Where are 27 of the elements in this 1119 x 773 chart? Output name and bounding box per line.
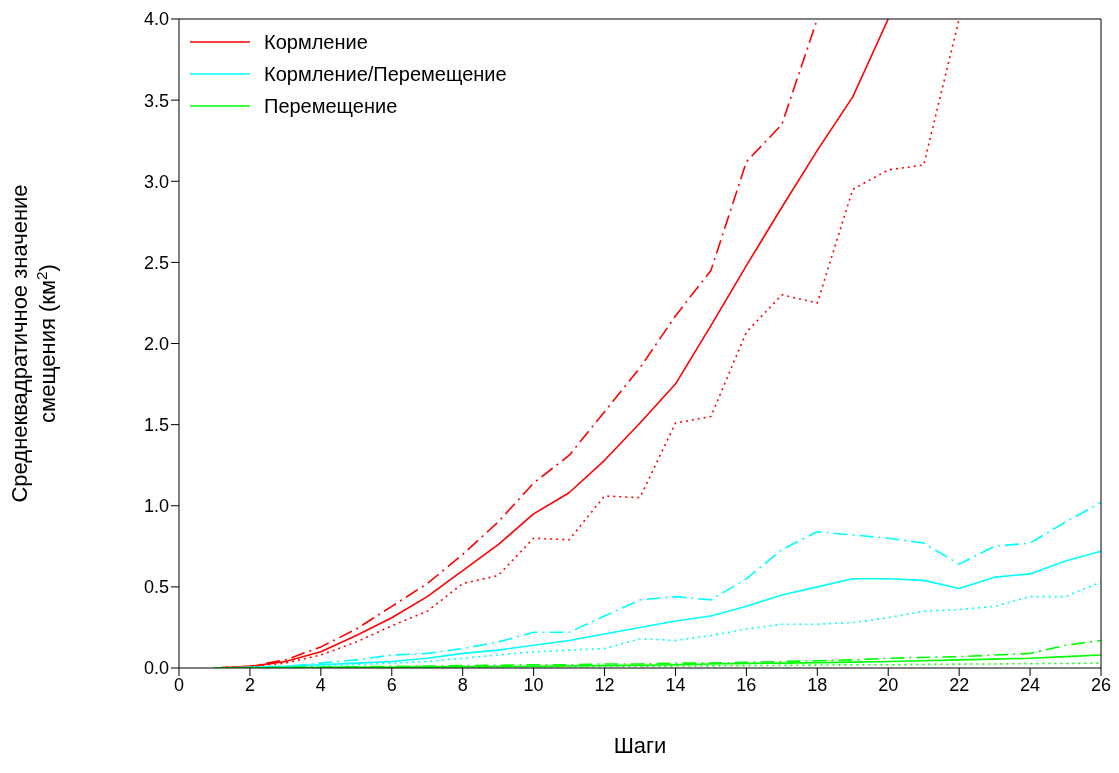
legend-label: Перемещение (264, 94, 398, 119)
x-tick-label: 4 (315, 674, 326, 695)
x-tick-label: 14 (665, 674, 686, 695)
x-tick-label: 24 (1020, 674, 1041, 695)
y-tick-label: 3.0 (143, 171, 169, 192)
x-tick-label: 8 (457, 674, 468, 695)
y-tick-label: 1.5 (143, 415, 169, 436)
x-tick-label: 10 (523, 674, 544, 695)
y-tick-label: 2.5 (143, 252, 169, 273)
y-tick-label: 0.5 (143, 577, 169, 598)
legend-label: Кормление (264, 30, 368, 55)
y-tick-label: 2.0 (143, 333, 169, 354)
x-tick-label: 12 (594, 674, 615, 695)
x-tick-label: 22 (949, 674, 970, 695)
y-tick-label: 4.0 (143, 9, 169, 30)
y-tick-label: 1.0 (143, 496, 169, 517)
x-tick-label: 0 (173, 674, 185, 695)
y-tick-label: 3.5 (143, 90, 169, 111)
x-axis-title: Шаги (613, 733, 667, 758)
x-tick-label: 16 (736, 674, 757, 695)
y-tick-label: 0.0 (143, 658, 169, 679)
legend-label: Кормление/Перемещение (264, 62, 507, 87)
x-tick-label: 20 (878, 674, 899, 695)
x-tick-label: 18 (807, 674, 828, 695)
x-tick-label: 6 (386, 674, 397, 695)
x-tick-label: 26 (1090, 674, 1112, 695)
x-tick-label: 2 (244, 674, 255, 695)
